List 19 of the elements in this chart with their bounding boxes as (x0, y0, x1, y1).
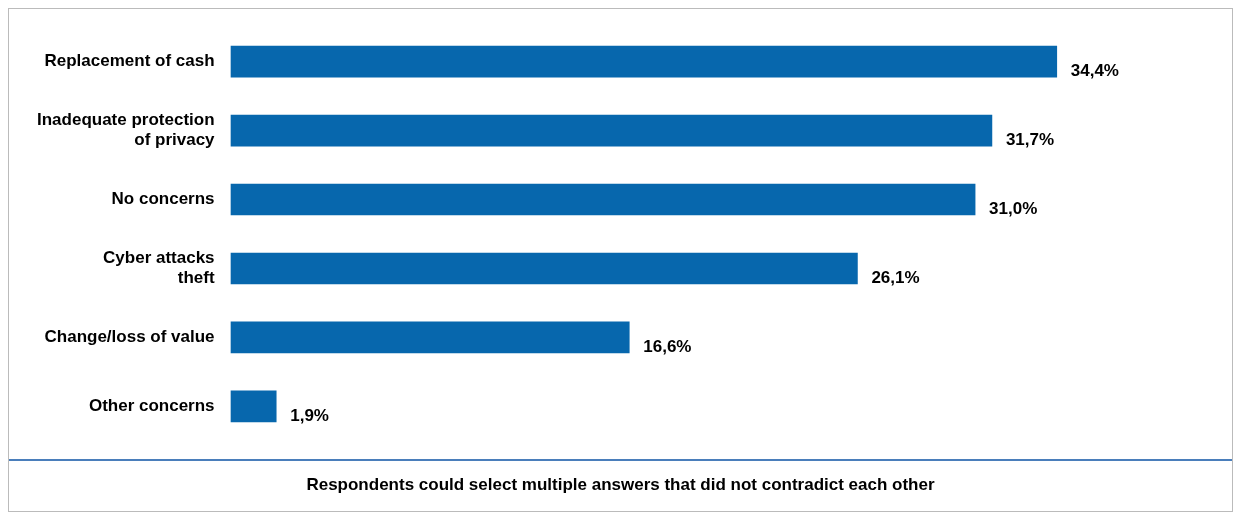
data-label: 16,6% (643, 337, 692, 357)
data-label: 31,0% (989, 199, 1038, 219)
bar (230, 45, 1058, 78)
y-tick-label: Inadequate protection of privacy (36, 110, 216, 150)
bar (230, 252, 858, 285)
y-tick-label: No concerns (111, 189, 215, 209)
bar (230, 321, 630, 354)
bar (230, 114, 993, 147)
data-label: 34,4% (1070, 61, 1119, 81)
data-label: 31,7% (1005, 130, 1055, 150)
y-tick-label: Change/loss of value (44, 327, 215, 347)
bar (230, 183, 976, 216)
data-label: 26,1% (871, 268, 920, 288)
data-label: 1,9% (290, 406, 329, 426)
y-tick-label: Replacement of cash (44, 51, 215, 71)
text: Respondents could select multiple answers that did not contradict each other (9, 459, 1232, 511)
y-tick-label: Other concerns (88, 396, 215, 416)
y-tick-label: Cyber attacks theft (103, 247, 215, 288)
bar (230, 390, 277, 423)
